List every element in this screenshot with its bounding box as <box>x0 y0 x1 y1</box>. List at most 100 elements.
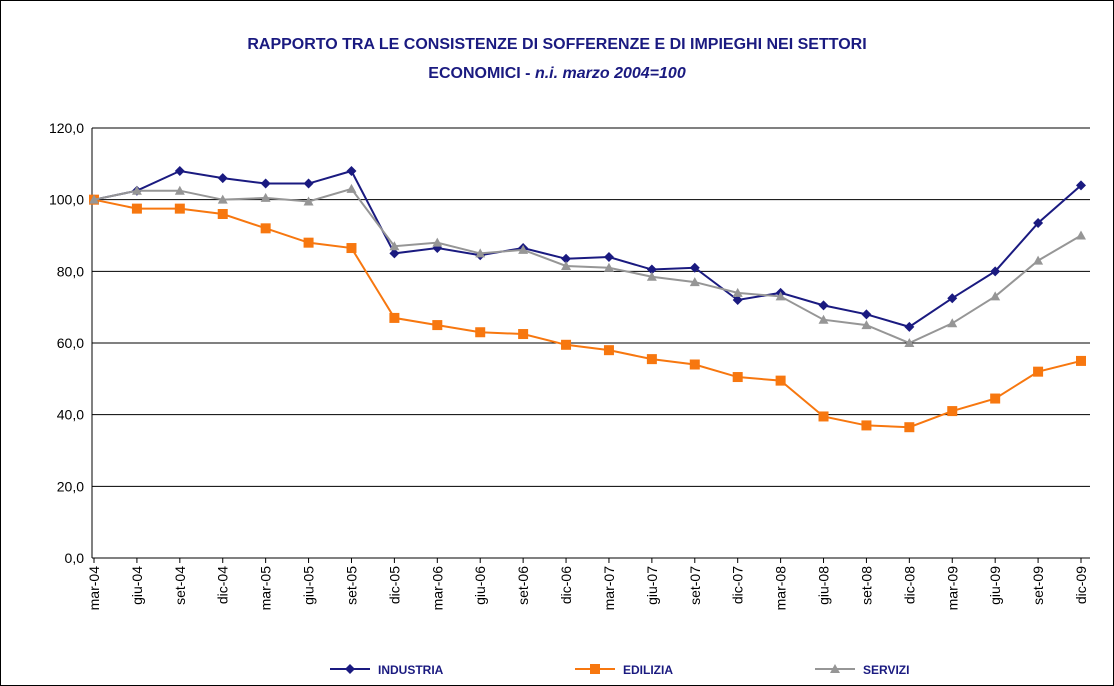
data-point <box>990 266 1001 277</box>
data-point <box>904 338 915 347</box>
x-tick-label: dic-07 <box>730 566 746 604</box>
data-point <box>904 321 915 332</box>
x-tick-label: set-08 <box>858 566 874 605</box>
data-point <box>432 320 443 331</box>
data-point <box>174 185 185 195</box>
data-point <box>432 237 443 247</box>
x-tick-label: dic-05 <box>386 566 402 604</box>
data-point <box>1033 366 1044 377</box>
data-point <box>990 393 1001 404</box>
data-point <box>174 166 185 176</box>
data-point <box>861 320 872 330</box>
data-point <box>947 318 958 328</box>
data-point <box>217 209 228 219</box>
x-tick-label: giu-09 <box>987 566 1003 605</box>
chart-title-line: ECONOMICI - n.i. marzo 2004=100 <box>428 65 686 82</box>
x-tick-label: mar-06 <box>429 566 445 611</box>
data-point <box>389 241 400 251</box>
data-point <box>775 291 786 301</box>
data-point <box>689 359 700 370</box>
data-point <box>947 293 958 304</box>
x-tick-label: giu-06 <box>472 566 488 605</box>
y-tick-label: 0,0 <box>65 550 85 566</box>
data-point <box>475 327 486 338</box>
data-point <box>475 248 486 258</box>
x-tick-label: set-07 <box>687 566 703 605</box>
x-tick-label: giu-05 <box>301 566 317 605</box>
data-point <box>646 264 657 275</box>
data-point <box>260 178 271 189</box>
x-tick-label: mar-07 <box>601 566 617 611</box>
data-point <box>1033 255 1044 265</box>
x-tick-label: mar-09 <box>944 566 960 611</box>
data-point <box>732 287 743 297</box>
data-point <box>861 420 872 431</box>
legend-label: INDUSTRIA <box>378 663 444 677</box>
data-point <box>1076 230 1086 240</box>
data-point <box>217 173 228 184</box>
y-tick-label: 100,0 <box>49 192 84 208</box>
x-tick-label: giu-04 <box>129 566 145 605</box>
x-tick-label: dic-09 <box>1073 566 1089 604</box>
data-point <box>303 196 314 206</box>
data-point <box>561 260 572 270</box>
legend-label: SERVIZI <box>863 663 909 677</box>
data-point <box>346 183 357 193</box>
y-tick-label: 120,0 <box>49 120 84 136</box>
data-point <box>561 339 572 350</box>
legend-marker <box>590 664 600 674</box>
series-line <box>93 198 1082 429</box>
y-tick-label: 60,0 <box>57 335 84 351</box>
data-point <box>775 375 786 386</box>
data-point <box>689 277 700 287</box>
data-point <box>646 271 657 281</box>
series-line <box>93 169 1082 328</box>
y-tick-label: 40,0 <box>57 407 84 423</box>
x-tick-label: set-09 <box>1030 566 1046 605</box>
chart-title: RAPPORTO TRA LE CONSISTENZE DI SOFFERENZ… <box>247 36 866 53</box>
data-point <box>646 354 657 365</box>
data-point <box>1076 180 1086 191</box>
data-point <box>861 309 872 320</box>
series-line <box>93 187 1082 345</box>
data-point <box>260 223 271 234</box>
data-point <box>303 237 314 248</box>
y-tick-label: 20,0 <box>57 478 84 494</box>
data-point <box>303 178 314 189</box>
data-point <box>603 345 614 356</box>
x-tick-label: giu-08 <box>816 566 832 605</box>
data-point <box>346 166 357 176</box>
data-point <box>561 253 572 264</box>
data-point <box>89 194 99 204</box>
data-point <box>689 262 700 273</box>
data-point <box>389 248 400 259</box>
data-point <box>732 295 743 305</box>
x-tick-label: giu-07 <box>644 566 660 605</box>
data-point <box>947 406 958 417</box>
data-point <box>346 243 357 254</box>
data-point <box>990 291 1001 301</box>
data-point <box>904 422 915 433</box>
data-point <box>518 244 529 254</box>
x-tick-label: mar-08 <box>773 566 789 611</box>
data-point <box>518 329 529 340</box>
y-tick-label: 80,0 <box>57 263 84 279</box>
data-point <box>260 192 271 202</box>
x-tick-label: set-05 <box>343 566 359 605</box>
data-point <box>174 203 185 214</box>
data-point <box>732 372 743 383</box>
x-tick-label: mar-05 <box>258 566 274 611</box>
data-point <box>603 262 614 272</box>
data-point <box>217 194 228 204</box>
legend-label: EDILIZIA <box>623 663 673 677</box>
x-tick-label: set-06 <box>515 566 531 605</box>
data-point <box>131 203 142 214</box>
data-point <box>131 185 142 195</box>
data-point <box>818 314 829 324</box>
legend-marker <box>830 664 840 673</box>
x-tick-label: mar-04 <box>86 566 102 611</box>
data-point <box>818 300 829 311</box>
x-tick-label: dic-04 <box>215 566 231 604</box>
data-point <box>389 312 400 323</box>
